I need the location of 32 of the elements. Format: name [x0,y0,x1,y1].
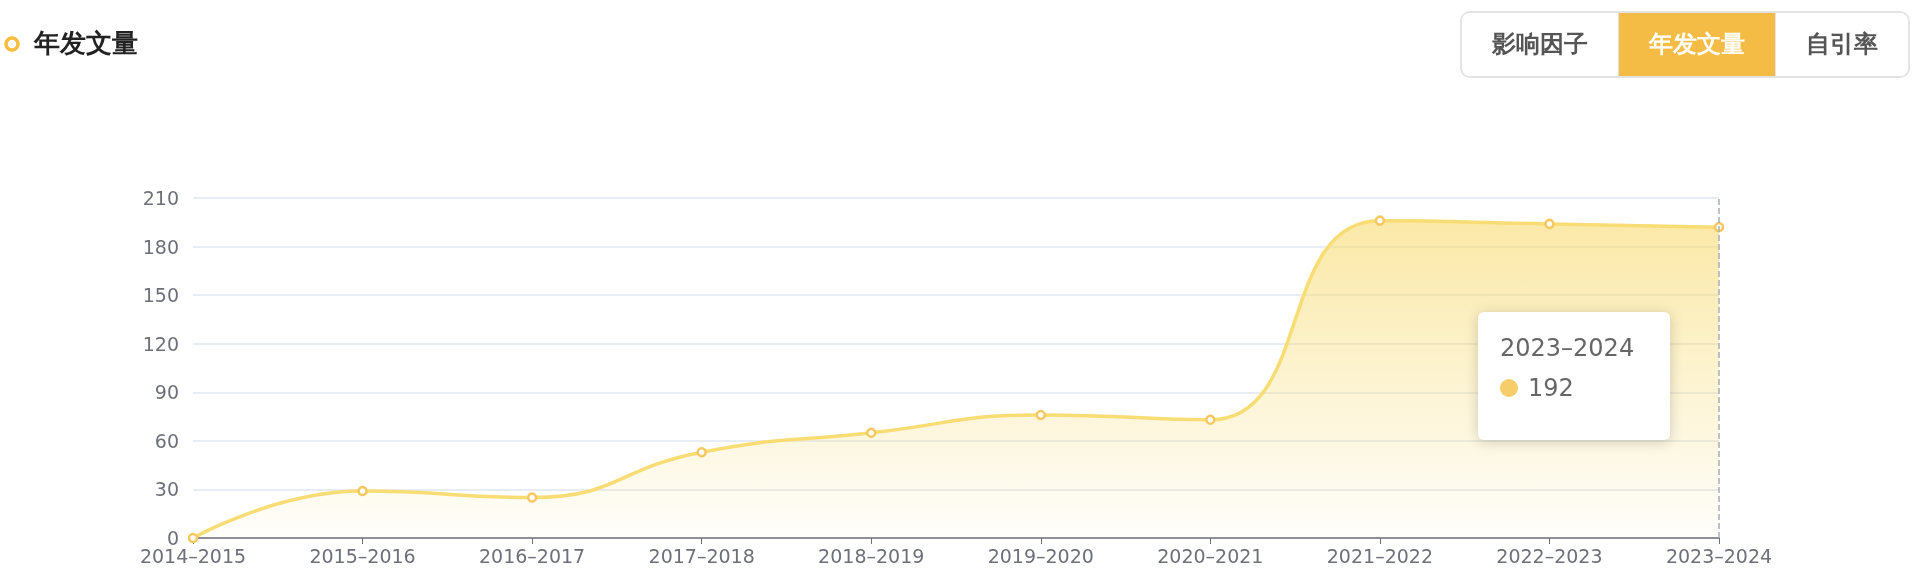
y-tick-label: 60 [154,429,179,452]
x-tick-label: 2018–2019 [818,544,925,567]
chart-title: 年发文量 [34,27,138,60]
y-tick-label: 210 [142,187,179,209]
x-tick-label: 2020–2021 [1157,544,1264,567]
y-tick-label: 90 [154,381,179,404]
point [187,532,199,544]
point [696,446,707,458]
point [865,427,877,439]
annotation: 2023–2024 [1500,334,1636,362]
x-tick-label: 2017–2018 [648,544,755,567]
y-tick-label: 120 [142,332,179,355]
x-tick-label: 2015–2016 [309,544,416,567]
point [1035,409,1047,421]
x-tick-label: 2023–2024 [1665,544,1773,567]
y-tick-label: 150 [142,284,179,307]
x-tick-label: 2022–2023 [1496,544,1603,567]
x-tick-label: 2021–2022 [1326,544,1433,567]
x-tick-label: 2016–2017 [479,544,586,567]
text: 自引率 [1775,13,1908,76]
point [1374,215,1386,226]
y-tick-label: 30 [154,478,179,501]
point [1205,414,1216,426]
text: 年发文量 [1618,13,1775,76]
point [526,492,538,503]
annotation: 192 [1528,374,1574,402]
point [1544,218,1555,230]
point [357,485,368,497]
x-tick-label: 2019–2020 [987,544,1094,567]
popup-card: 2023–2024 192 [1478,312,1670,440]
y-tick-label: 180 [142,235,179,258]
text: 影响因子 [1462,13,1618,76]
